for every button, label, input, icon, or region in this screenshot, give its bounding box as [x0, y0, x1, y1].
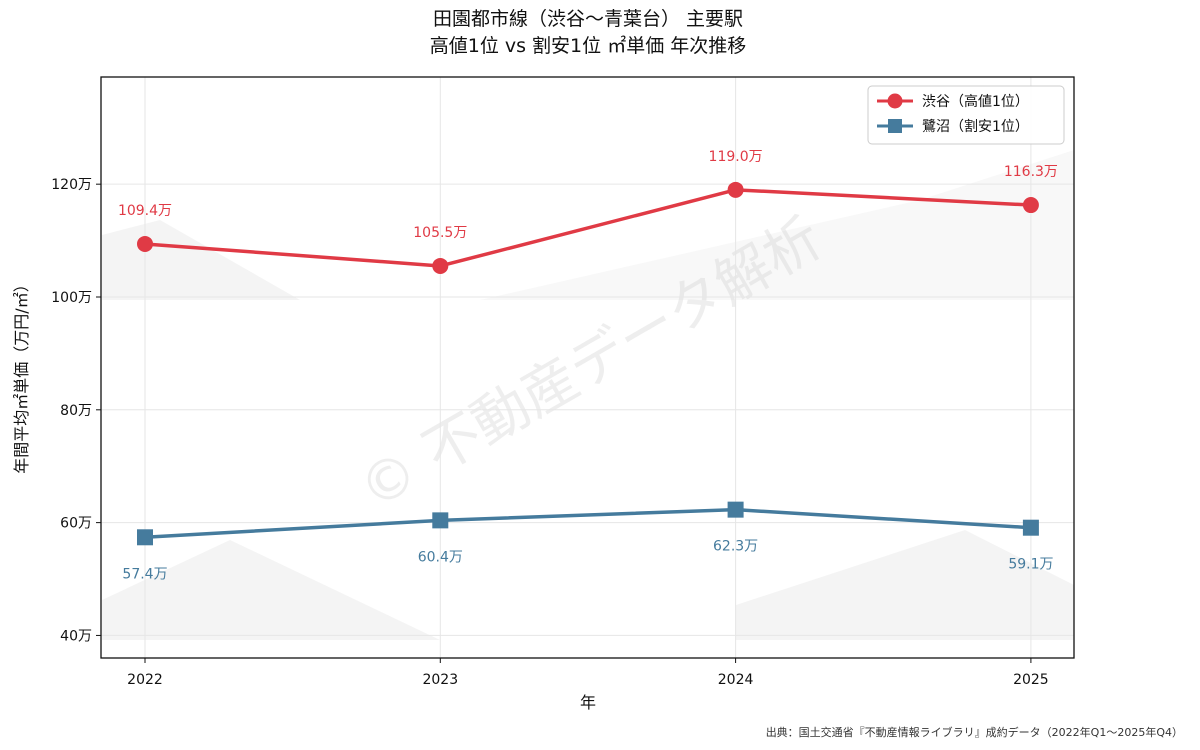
source-note: 出典：国土交通省『不動産情報ライブラリ』成約データ（2022年Q1〜2025年Q… [766, 725, 1183, 739]
series-line-saginuma [144, 507, 1032, 540]
data-point-saginuma [432, 512, 449, 529]
data-label: 57.4万 [122, 566, 167, 582]
x-tick-label: 2023 [422, 672, 458, 688]
legend-label-shibuya: 渋谷（高値1位） [922, 93, 1029, 110]
legend-label-saginuma: 鷺沼（割安1位） [922, 118, 1029, 135]
plot-frame [100, 76, 1075, 659]
data-label: 60.4万 [418, 549, 463, 565]
watermark: © 不動産データ解析 [349, 205, 833, 522]
legend-marker-shibuya [887, 93, 903, 109]
data-label: 62.3万 [713, 539, 758, 555]
y-axis-label: 年間平均㎡単価（万円/㎡） [12, 276, 31, 473]
y-tick-label: 120万 [51, 177, 92, 193]
y-tick-label: 100万 [51, 290, 92, 306]
x-axis: 2022 2023 2024 2025 [127, 658, 1049, 688]
data-label: 59.1万 [1008, 557, 1053, 573]
x-tick-label: 2022 [127, 672, 163, 688]
data-label: 109.4万 [118, 203, 172, 219]
legend-marker-saginuma [888, 119, 902, 133]
x-axis-label: 年 [580, 693, 596, 712]
y-axis: 40万 60万 80万 100万 120万 [51, 177, 101, 644]
y-tick-label: 80万 [60, 403, 92, 419]
data-point-shibuya [1022, 197, 1039, 214]
data-label: 116.3万 [1004, 164, 1058, 180]
data-label: 119.0万 [709, 149, 763, 165]
data-point-shibuya [727, 181, 744, 198]
data-labels: 109.4万 105.5万 119.0万 116.3万 57.4万 60.4万 62.3万 5… [118, 149, 1058, 582]
legend: 渋谷（高値1位） 鷺沼（割安1位） [867, 85, 1065, 145]
data-point-saginuma [727, 501, 744, 518]
data-point-shibuya [137, 235, 153, 252]
series-layer [137, 181, 1039, 546]
legend-box [867, 85, 1065, 145]
data-point-saginuma [1022, 519, 1039, 536]
x-tick-label: 2024 [718, 672, 754, 688]
chart-title-line1: 田園都市線（渋谷〜青葉台） 主要駅 [433, 8, 743, 30]
data-label: 105.5万 [413, 225, 467, 241]
series-line-shibuya [144, 188, 1031, 268]
y-tick-label: 60万 [60, 516, 92, 532]
data-point-shibuya [432, 257, 449, 274]
gridlines [101, 77, 1074, 658]
data-point-saginuma [137, 529, 153, 546]
decorative-background [102, 150, 1074, 640]
chart-title-line2: 高値1位 vs 割安1位 ㎡単価 年次推移 [430, 34, 746, 57]
x-tick-label: 2025 [1013, 672, 1049, 688]
y-tick-label: 40万 [60, 628, 92, 644]
